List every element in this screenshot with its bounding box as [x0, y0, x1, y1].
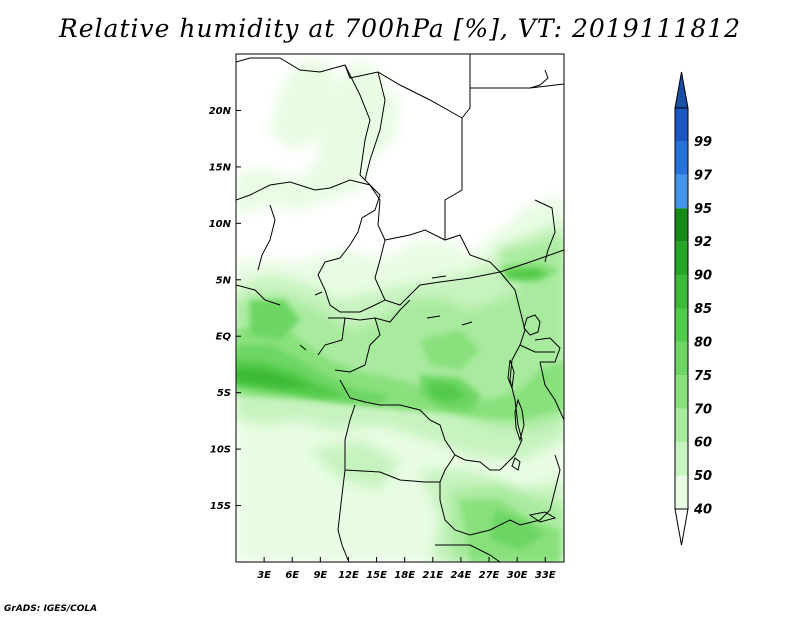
grads-credit: GrADS: IGES/COLA	[4, 604, 98, 614]
lat-tick-label: 15N	[209, 162, 232, 173]
map-frame	[235, 53, 565, 563]
colorbar-swatch	[675, 174, 688, 209]
colorbar-label: 99	[694, 135, 712, 150]
colorbar-swatch	[675, 208, 688, 242]
colorbar-swatch	[675, 375, 688, 409]
colorbar-label: 90	[694, 269, 712, 284]
lat-tick-label: 5N	[216, 275, 232, 286]
colorbar-swatch	[675, 108, 688, 142]
lon-tick-label: 15E	[366, 570, 387, 581]
lakes	[299, 69, 557, 523]
colorbar-bottom-arrow	[674, 508, 689, 546]
lat-tick-label: 15S	[210, 501, 231, 512]
colorbar-swatch	[675, 442, 688, 476]
humidity-field	[236, 54, 564, 562]
lon-tick-label: 18E	[394, 570, 415, 581]
longitude-axis: 3E 6E 9E 12E 15E 18E 21E 24E 27E 30E 33E	[257, 557, 556, 581]
lat-tick-label: 5S	[217, 388, 231, 399]
colorbar-label: 80	[694, 335, 712, 350]
colorbar-swatch	[675, 308, 688, 342]
colorbar-swatch	[675, 275, 688, 309]
humidity-band-85	[236, 368, 310, 388]
colorbar-label: 50	[694, 469, 712, 484]
colorbar-label: 40	[693, 503, 712, 518]
lat-tick-label: 10S	[210, 445, 231, 456]
lon-tick-label: 3E	[257, 570, 271, 581]
lon-tick-label: 9E	[313, 570, 327, 581]
lon-tick-label: 6E	[285, 570, 299, 581]
map-title: Relative humidity at 700hPa [%], VT: 201…	[58, 14, 742, 43]
colorbar: 40 50 60 70 75 80 85 90 92 95 97 99	[674, 71, 713, 546]
colorbar-swatch	[675, 341, 688, 376]
lon-tick-label: 33E	[535, 570, 556, 581]
colorbar-swatch	[675, 141, 688, 175]
colorbar-label: 92	[694, 235, 712, 250]
colorbar-label: 70	[694, 402, 712, 417]
colorbar-label: 85	[694, 302, 712, 317]
lon-tick-label: 24E	[451, 570, 472, 581]
lat-tick-label: 10N	[209, 219, 232, 230]
colorbar-label: 60	[694, 436, 712, 451]
lat-tick-label: EQ	[216, 332, 232, 343]
colorbar-swatch	[675, 241, 688, 276]
lon-tick-label: 21E	[422, 570, 443, 581]
colorbar-label: 95	[694, 202, 712, 217]
lat-tick-label: 20N	[209, 106, 232, 117]
colorbar-swatch	[675, 475, 688, 509]
colorbar-label: 97	[694, 168, 713, 183]
colorbar-top-arrow	[674, 71, 689, 109]
latitude-axis: 20N 15N 10N 5N EQ 5S 10S 15S	[209, 106, 241, 512]
lon-tick-label: 30E	[507, 570, 528, 581]
lon-tick-label: 12E	[338, 570, 359, 581]
colorbar-swatch	[675, 408, 688, 443]
colorbar-outline	[674, 107, 689, 510]
lon-tick-label: 27E	[479, 570, 500, 581]
colorbar-label: 75	[694, 369, 712, 384]
